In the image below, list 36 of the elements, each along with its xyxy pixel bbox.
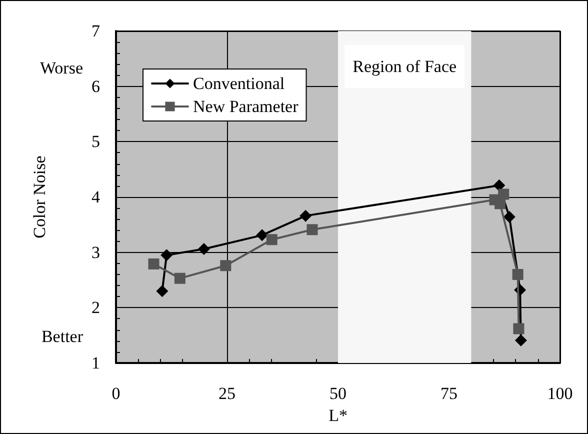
x-tick-label: 75 — [440, 384, 458, 403]
y-tick-label: 3 — [92, 242, 100, 262]
point — [514, 334, 527, 346]
point — [513, 323, 524, 334]
legend-label: New Parameter — [193, 97, 299, 116]
point — [300, 210, 312, 222]
point — [220, 260, 232, 272]
y-tick-label: 6 — [92, 76, 100, 96]
point — [156, 285, 168, 298]
point — [160, 249, 173, 262]
point — [512, 268, 524, 280]
y-tick-label: 1 — [92, 354, 100, 372]
x-axis-title: L* — [328, 406, 348, 425]
point — [148, 258, 160, 270]
legend-label: Conventional — [193, 74, 285, 93]
point — [498, 188, 510, 200]
text: Better — [41, 327, 84, 346]
point — [306, 224, 318, 236]
y-axis-title: Color Noise — [30, 156, 49, 238]
y-tick-label: 5 — [92, 132, 100, 152]
point — [256, 229, 268, 242]
point — [198, 243, 210, 256]
y-tick-label: 7 — [92, 22, 100, 40]
point — [266, 234, 278, 246]
band-label: Region of Face — [352, 57, 457, 76]
point — [494, 198, 506, 210]
x-tick-label: 50 — [330, 384, 346, 403]
x-tick-label: 25 — [218, 384, 236, 403]
x-tick-label: 0 — [112, 384, 120, 403]
x-tick-label: 100 — [547, 384, 573, 403]
text: Worse — [40, 58, 84, 78]
y-tick-label: 2 — [92, 298, 100, 318]
point — [503, 210, 516, 223]
point — [493, 179, 506, 192]
y-tick-label: 4 — [92, 188, 100, 206]
point — [174, 272, 186, 284]
